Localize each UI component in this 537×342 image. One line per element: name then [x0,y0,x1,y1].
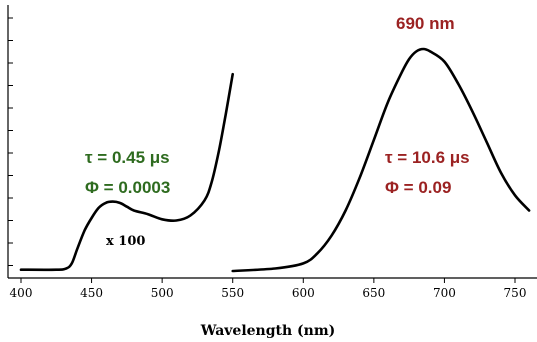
x-tick-label: 550 [221,286,244,300]
x-tick-label: 750 [504,286,527,300]
x-tick-label: 500 [151,286,174,300]
x-ticks: 400 450 500 550 600 650 700 750 [10,278,527,300]
x-axis-label: Wavelength (nm) [200,323,336,339]
x-tick-label: 400 [10,286,33,300]
strong-phi-annotation: Φ = 0.09 [385,178,451,197]
peak-label: 690 nm [396,14,455,33]
strong-tau-annotation: τ = 10.6 μs [385,148,470,167]
weak-tau-annotation: τ = 0.45 μs [85,148,170,167]
weak-scale-annotation: x 100 [106,234,145,249]
y-ticks [8,17,13,266]
x-tick-label: 650 [362,286,385,300]
x-tick-label: 450 [80,286,103,300]
weak-emission-curve [19,72,234,272]
weak-phi-annotation: Φ = 0.0003 [85,178,170,197]
x-tick-label: 700 [433,286,456,300]
x-tick-label: 600 [292,286,315,300]
strong-emission-curve [231,47,531,273]
series-group [19,47,531,273]
